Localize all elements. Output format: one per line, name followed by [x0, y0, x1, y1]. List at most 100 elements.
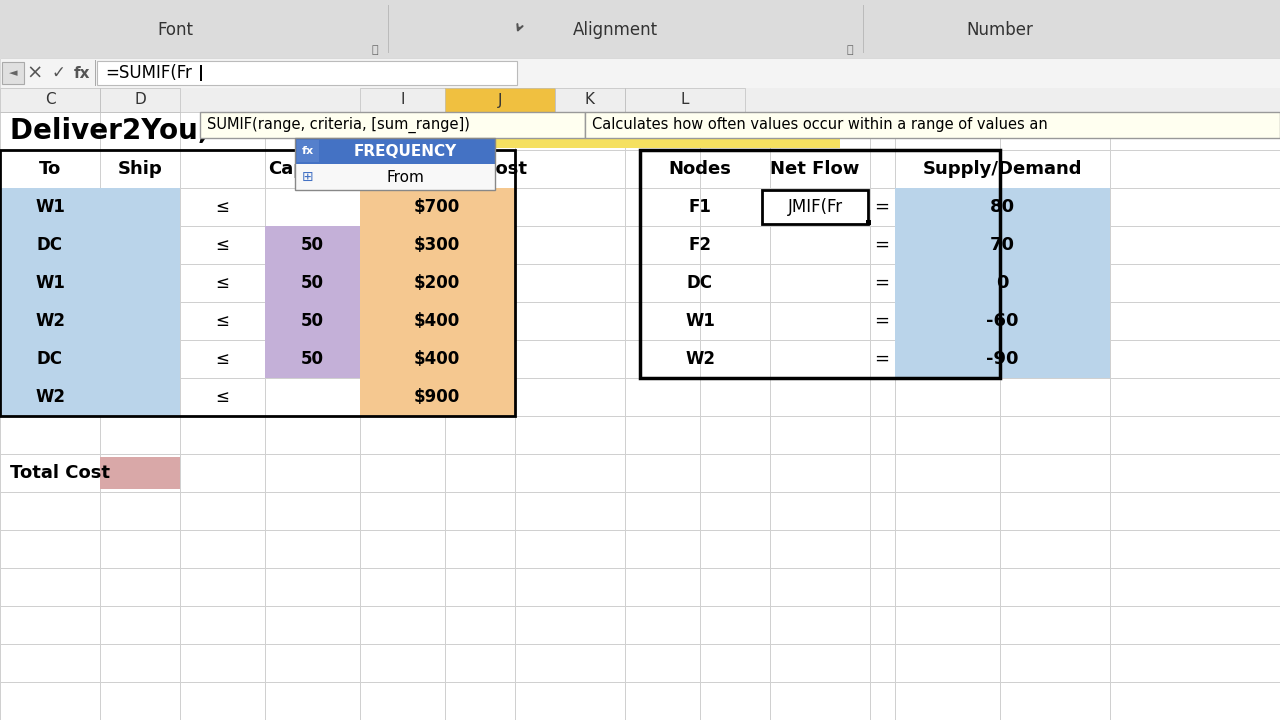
Bar: [265, 340, 360, 378]
Text: =: =: [874, 198, 890, 216]
Text: DC: DC: [687, 274, 713, 292]
Bar: [0, 0, 1280, 58]
Bar: [360, 302, 515, 340]
Text: $400: $400: [413, 350, 460, 368]
Text: Number: Number: [966, 21, 1033, 39]
Bar: [445, 88, 556, 112]
Bar: [294, 164, 495, 190]
Text: ≤: ≤: [215, 312, 229, 330]
Text: ✓: ✓: [51, 64, 65, 82]
Text: W1: W1: [35, 198, 65, 216]
Text: ⧉: ⧉: [846, 45, 854, 55]
Text: From: From: [387, 169, 424, 184]
Text: -60: -60: [986, 312, 1019, 330]
Text: C: C: [45, 92, 55, 107]
Bar: [265, 264, 360, 302]
Text: 0: 0: [996, 274, 1009, 292]
Text: Ship: Ship: [118, 160, 163, 178]
Text: ◄: ◄: [9, 68, 17, 78]
Text: ≤: ≤: [215, 350, 229, 368]
Bar: [360, 226, 515, 264]
Text: ≤: ≤: [215, 198, 229, 216]
Bar: [0, 112, 1280, 720]
Text: 50: 50: [301, 350, 324, 368]
Bar: [0, 0, 390, 58]
Bar: [0, 58, 1280, 88]
Bar: [265, 302, 360, 340]
Text: SUMIF(range, criteria, [sum_range]): SUMIF(range, criteria, [sum_range]): [207, 117, 470, 133]
Text: Supply/Demand: Supply/Demand: [923, 160, 1083, 178]
Bar: [895, 188, 1110, 226]
Text: $200: $200: [413, 274, 460, 292]
Bar: [360, 264, 515, 302]
Text: ≤: ≤: [215, 274, 229, 292]
Text: -90: -90: [986, 350, 1019, 368]
Bar: [100, 226, 180, 264]
Text: ⧉: ⧉: [371, 45, 379, 55]
Text: W1: W1: [685, 312, 716, 330]
Text: Font: Font: [157, 21, 193, 39]
Bar: [200, 65, 201, 81]
Bar: [265, 226, 360, 264]
Bar: [445, 88, 556, 112]
Bar: [360, 88, 445, 112]
Text: DC: DC: [37, 236, 63, 254]
Bar: [0, 150, 515, 416]
Bar: [640, 150, 1000, 378]
Bar: [895, 340, 1110, 378]
Bar: [895, 302, 1110, 340]
Text: Deliver2You, LLC: Deliver2You, LLC: [10, 117, 274, 145]
Bar: [100, 302, 180, 340]
Text: Capacity: Capacity: [269, 160, 356, 178]
Bar: [390, 0, 865, 58]
Bar: [895, 226, 1110, 264]
Text: Total Cost: Total Cost: [10, 464, 110, 482]
Text: $700: $700: [413, 198, 460, 216]
Text: $400: $400: [413, 312, 460, 330]
Text: I: I: [401, 92, 404, 107]
Bar: [100, 264, 180, 302]
Text: Calculates how often values occur within a range of values an: Calculates how often values occur within…: [591, 117, 1048, 132]
Bar: [294, 138, 495, 190]
Bar: [200, 112, 585, 138]
Text: W2: W2: [35, 312, 65, 330]
Text: Nodes: Nodes: [668, 160, 731, 178]
Text: F1: F1: [689, 198, 712, 216]
Bar: [867, 220, 870, 225]
Bar: [0, 188, 100, 226]
Text: K: K: [585, 92, 595, 107]
Text: FREQUENCY: FREQUENCY: [353, 143, 457, 158]
Bar: [625, 88, 745, 112]
Text: 70: 70: [989, 236, 1015, 254]
Text: F2: F2: [689, 236, 712, 254]
Text: =SUMIF(Fr: =SUMIF(Fr: [105, 64, 192, 82]
Bar: [762, 190, 868, 224]
Text: To: To: [38, 160, 61, 178]
Bar: [865, 0, 1280, 58]
Text: JMIF(Fr: JMIF(Fr: [787, 198, 842, 216]
Bar: [100, 340, 180, 378]
Text: W1: W1: [35, 274, 65, 292]
Text: =: =: [874, 274, 890, 292]
Bar: [100, 88, 180, 112]
Text: 80: 80: [989, 198, 1015, 216]
Text: Alignment: Alignment: [572, 21, 658, 39]
Text: Unit Cost: Unit Cost: [434, 160, 526, 178]
Text: W2: W2: [685, 350, 716, 368]
Text: DC: DC: [37, 350, 63, 368]
Text: =: =: [874, 236, 890, 254]
Text: J: J: [498, 92, 502, 107]
Bar: [360, 340, 515, 378]
Bar: [895, 264, 1110, 302]
Text: D: D: [134, 92, 146, 107]
Bar: [297, 140, 319, 162]
Text: ≤: ≤: [215, 388, 229, 406]
Bar: [0, 88, 100, 112]
Bar: [100, 457, 180, 489]
Text: 50: 50: [301, 236, 324, 254]
Text: Net Flow: Net Flow: [771, 160, 860, 178]
Bar: [0, 226, 100, 264]
Text: ×: ×: [27, 63, 44, 83]
Text: ⊞: ⊞: [302, 170, 314, 184]
Bar: [360, 188, 515, 226]
